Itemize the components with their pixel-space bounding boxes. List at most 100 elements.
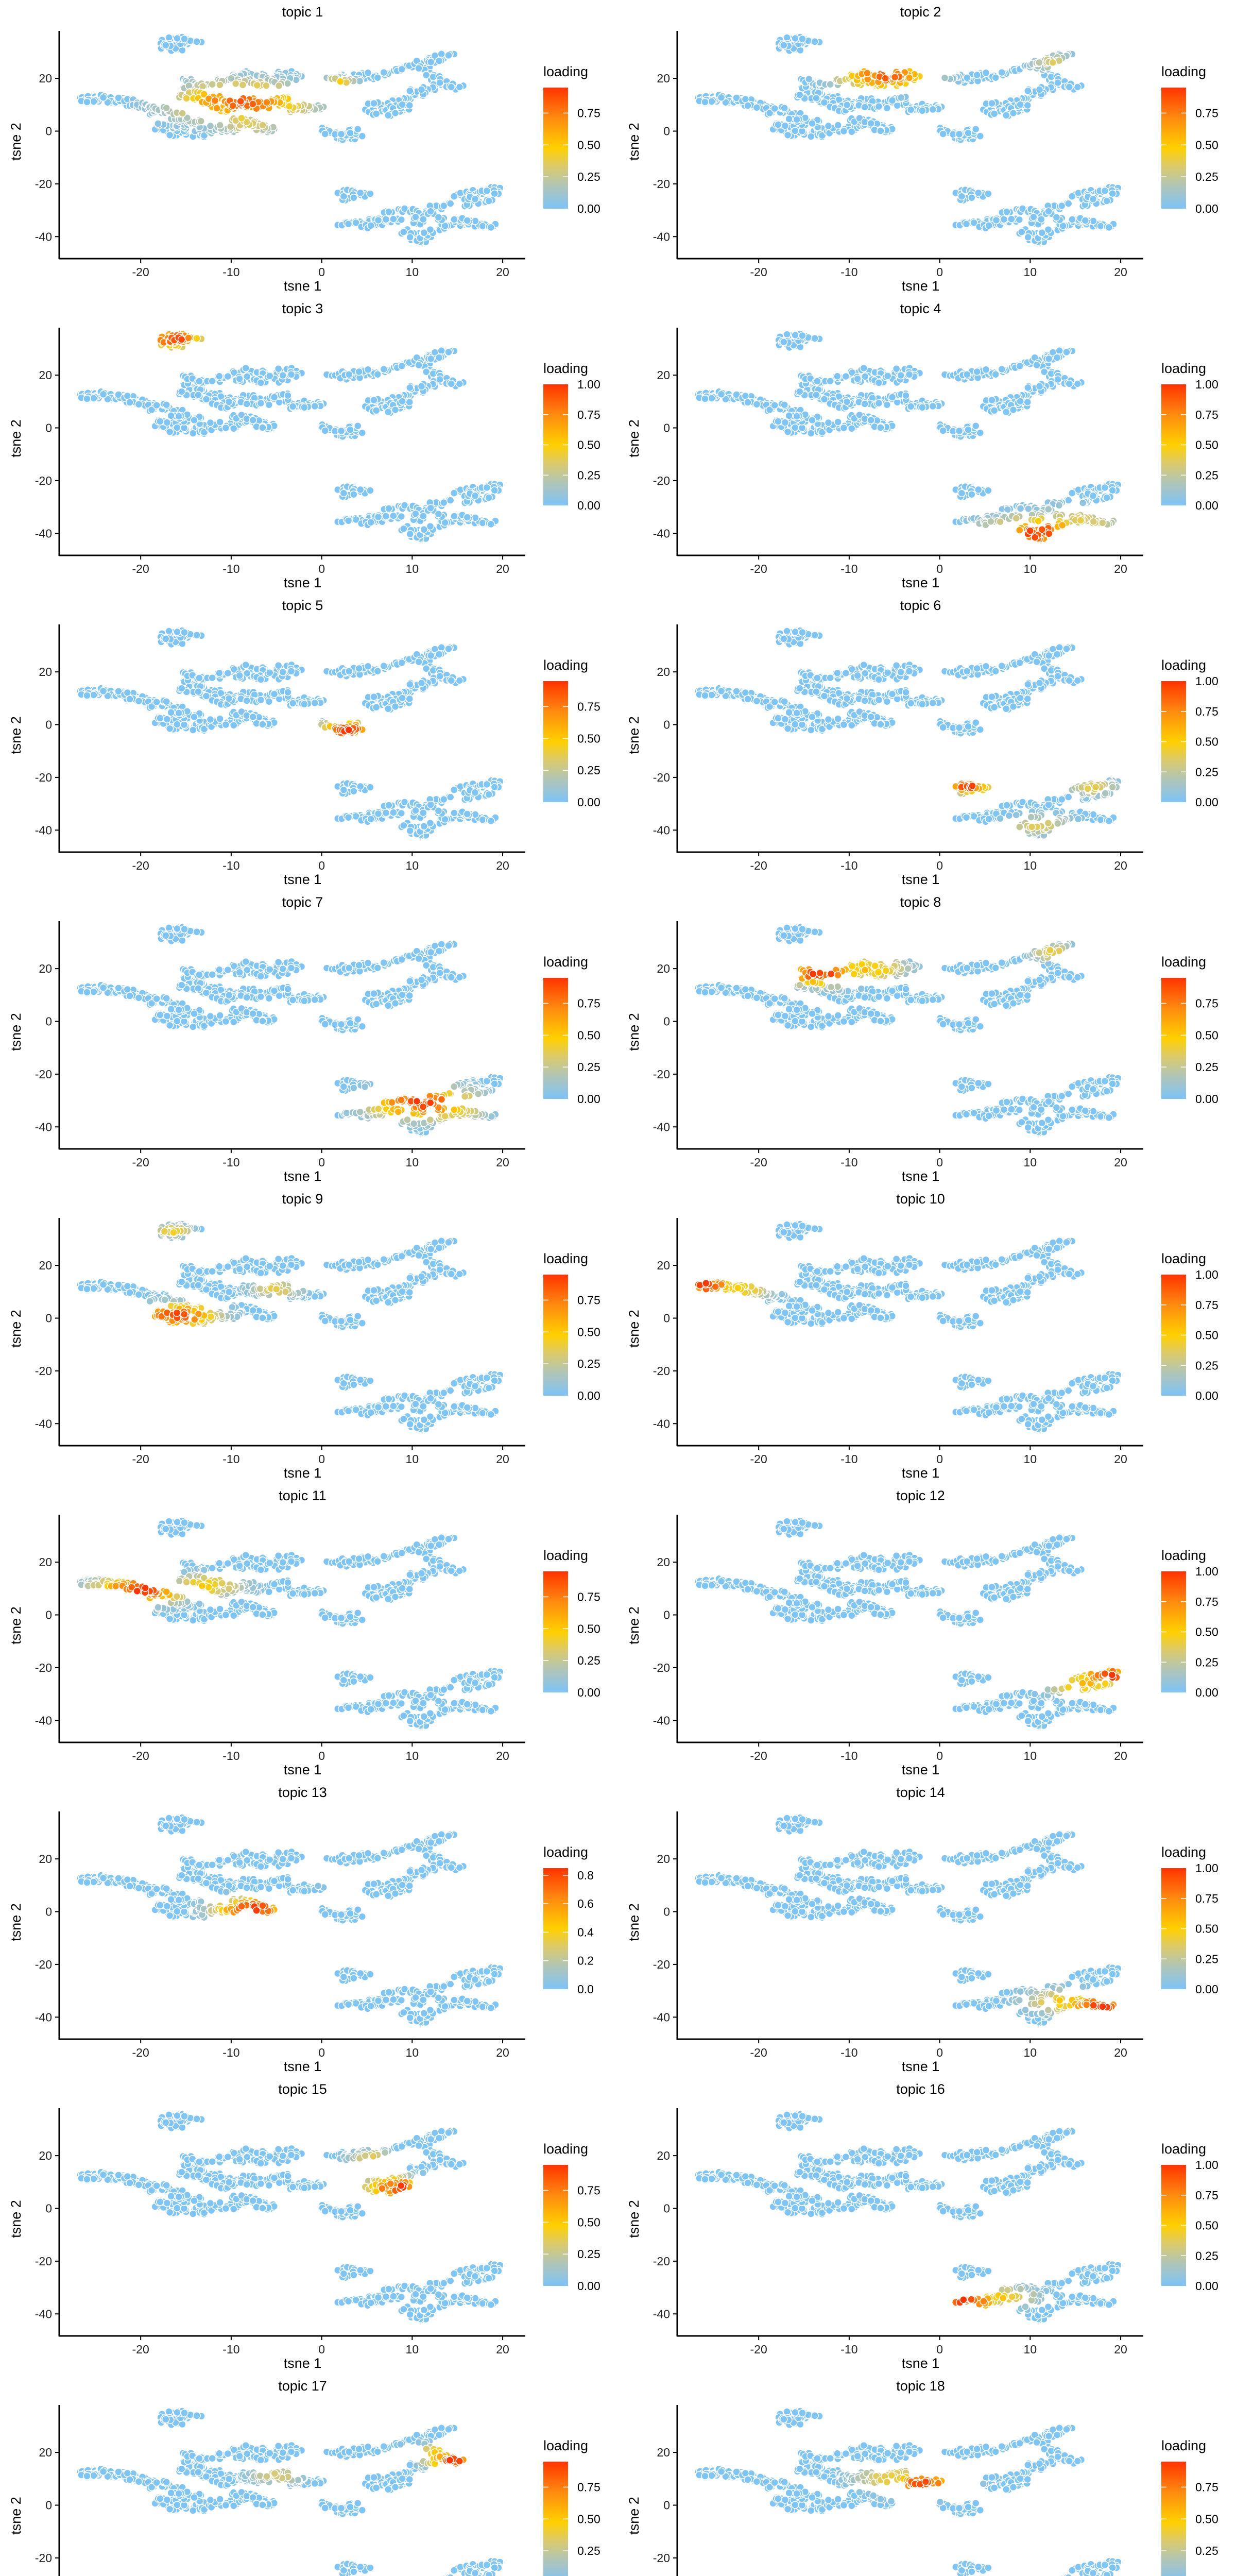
data-point <box>1035 382 1044 391</box>
data-point <box>701 395 709 403</box>
data-point <box>426 504 435 512</box>
data-point <box>405 101 414 110</box>
data-point <box>444 51 453 60</box>
data-point <box>971 125 980 133</box>
data-point <box>225 694 233 703</box>
y-tick-label: 20 <box>657 72 670 85</box>
data-point <box>249 416 257 425</box>
data-point <box>356 189 365 197</box>
data-point <box>190 416 198 425</box>
data-point <box>905 370 914 379</box>
data-point <box>447 380 456 388</box>
data-point <box>1089 517 1098 526</box>
colorbar-label: 0.50 <box>577 138 600 151</box>
data-point <box>406 383 414 392</box>
data-point <box>824 122 833 130</box>
data-point <box>259 720 267 728</box>
data-point <box>370 396 378 404</box>
data-point <box>147 405 156 414</box>
data-point <box>957 489 966 498</box>
data-point <box>1003 208 1011 216</box>
data-point <box>385 208 393 216</box>
data-point <box>1012 514 1021 522</box>
data-point <box>406 530 414 538</box>
data-point <box>765 405 774 414</box>
data-point <box>780 41 788 49</box>
data-point <box>807 132 815 141</box>
data-point <box>1108 486 1117 495</box>
data-point <box>352 515 360 524</box>
colorbar-label: 0.25 <box>1195 468 1218 482</box>
y-axis-title: tsne 2 <box>626 123 642 161</box>
x-tick-label: 20 <box>496 265 509 279</box>
data-point <box>206 715 215 724</box>
y-tick-label: 0 <box>45 421 52 435</box>
data-point <box>471 217 479 225</box>
data-point <box>162 697 170 706</box>
data-point <box>811 38 819 46</box>
data-point <box>798 35 806 43</box>
data-point <box>485 494 493 502</box>
data-point <box>974 485 983 494</box>
colorbar-label: 0.75 <box>1195 106 1218 120</box>
data-point <box>1009 109 1018 117</box>
data-point <box>229 424 238 433</box>
data-point <box>987 517 995 526</box>
data-point <box>988 396 996 404</box>
data-point <box>992 216 1001 225</box>
data-point <box>770 401 779 410</box>
data-point <box>256 399 265 408</box>
data-point <box>487 520 495 529</box>
data-point <box>450 192 458 200</box>
data-point <box>389 512 398 520</box>
data-point <box>437 347 445 355</box>
data-point <box>400 228 408 236</box>
data-point <box>471 514 479 522</box>
data-point <box>824 418 833 427</box>
data-point <box>1044 207 1053 215</box>
data-point <box>398 100 406 109</box>
data-point <box>229 101 237 110</box>
data-point <box>415 361 423 369</box>
data-point <box>434 510 443 518</box>
x-tick-label: 10 <box>1024 265 1037 279</box>
data-point <box>1038 229 1046 237</box>
data-point <box>152 401 161 410</box>
data-point <box>215 372 224 381</box>
data-point <box>450 512 458 520</box>
data-point <box>791 34 799 43</box>
data-point <box>193 631 201 639</box>
data-point <box>883 400 891 409</box>
x-tick-label: -20 <box>750 265 767 279</box>
data-point <box>839 127 848 135</box>
data-point <box>242 660 250 669</box>
data-point <box>147 702 156 711</box>
data-point <box>964 426 972 434</box>
legend-title: loading <box>543 361 588 376</box>
colorbar-label: 0.00 <box>577 202 600 215</box>
data-point <box>1049 58 1057 67</box>
data-point <box>426 354 435 363</box>
data-point <box>973 71 981 79</box>
data-point <box>193 334 201 343</box>
data-point <box>434 213 443 222</box>
data-point <box>791 331 799 340</box>
data-point <box>783 428 792 436</box>
data-point <box>441 518 449 527</box>
data-point <box>1065 83 1074 91</box>
x-tick-label: 0 <box>936 562 943 575</box>
data-point <box>235 375 244 383</box>
data-point <box>256 696 265 704</box>
data-point <box>984 190 992 198</box>
data-point <box>336 77 345 86</box>
data-point <box>419 512 427 520</box>
data-point <box>249 100 257 108</box>
y-axis-title: tsne 2 <box>8 419 24 457</box>
data-point <box>1089 492 1097 500</box>
data-point <box>955 427 964 435</box>
data-point <box>243 400 251 408</box>
data-point <box>783 330 791 338</box>
data-point <box>90 97 98 106</box>
